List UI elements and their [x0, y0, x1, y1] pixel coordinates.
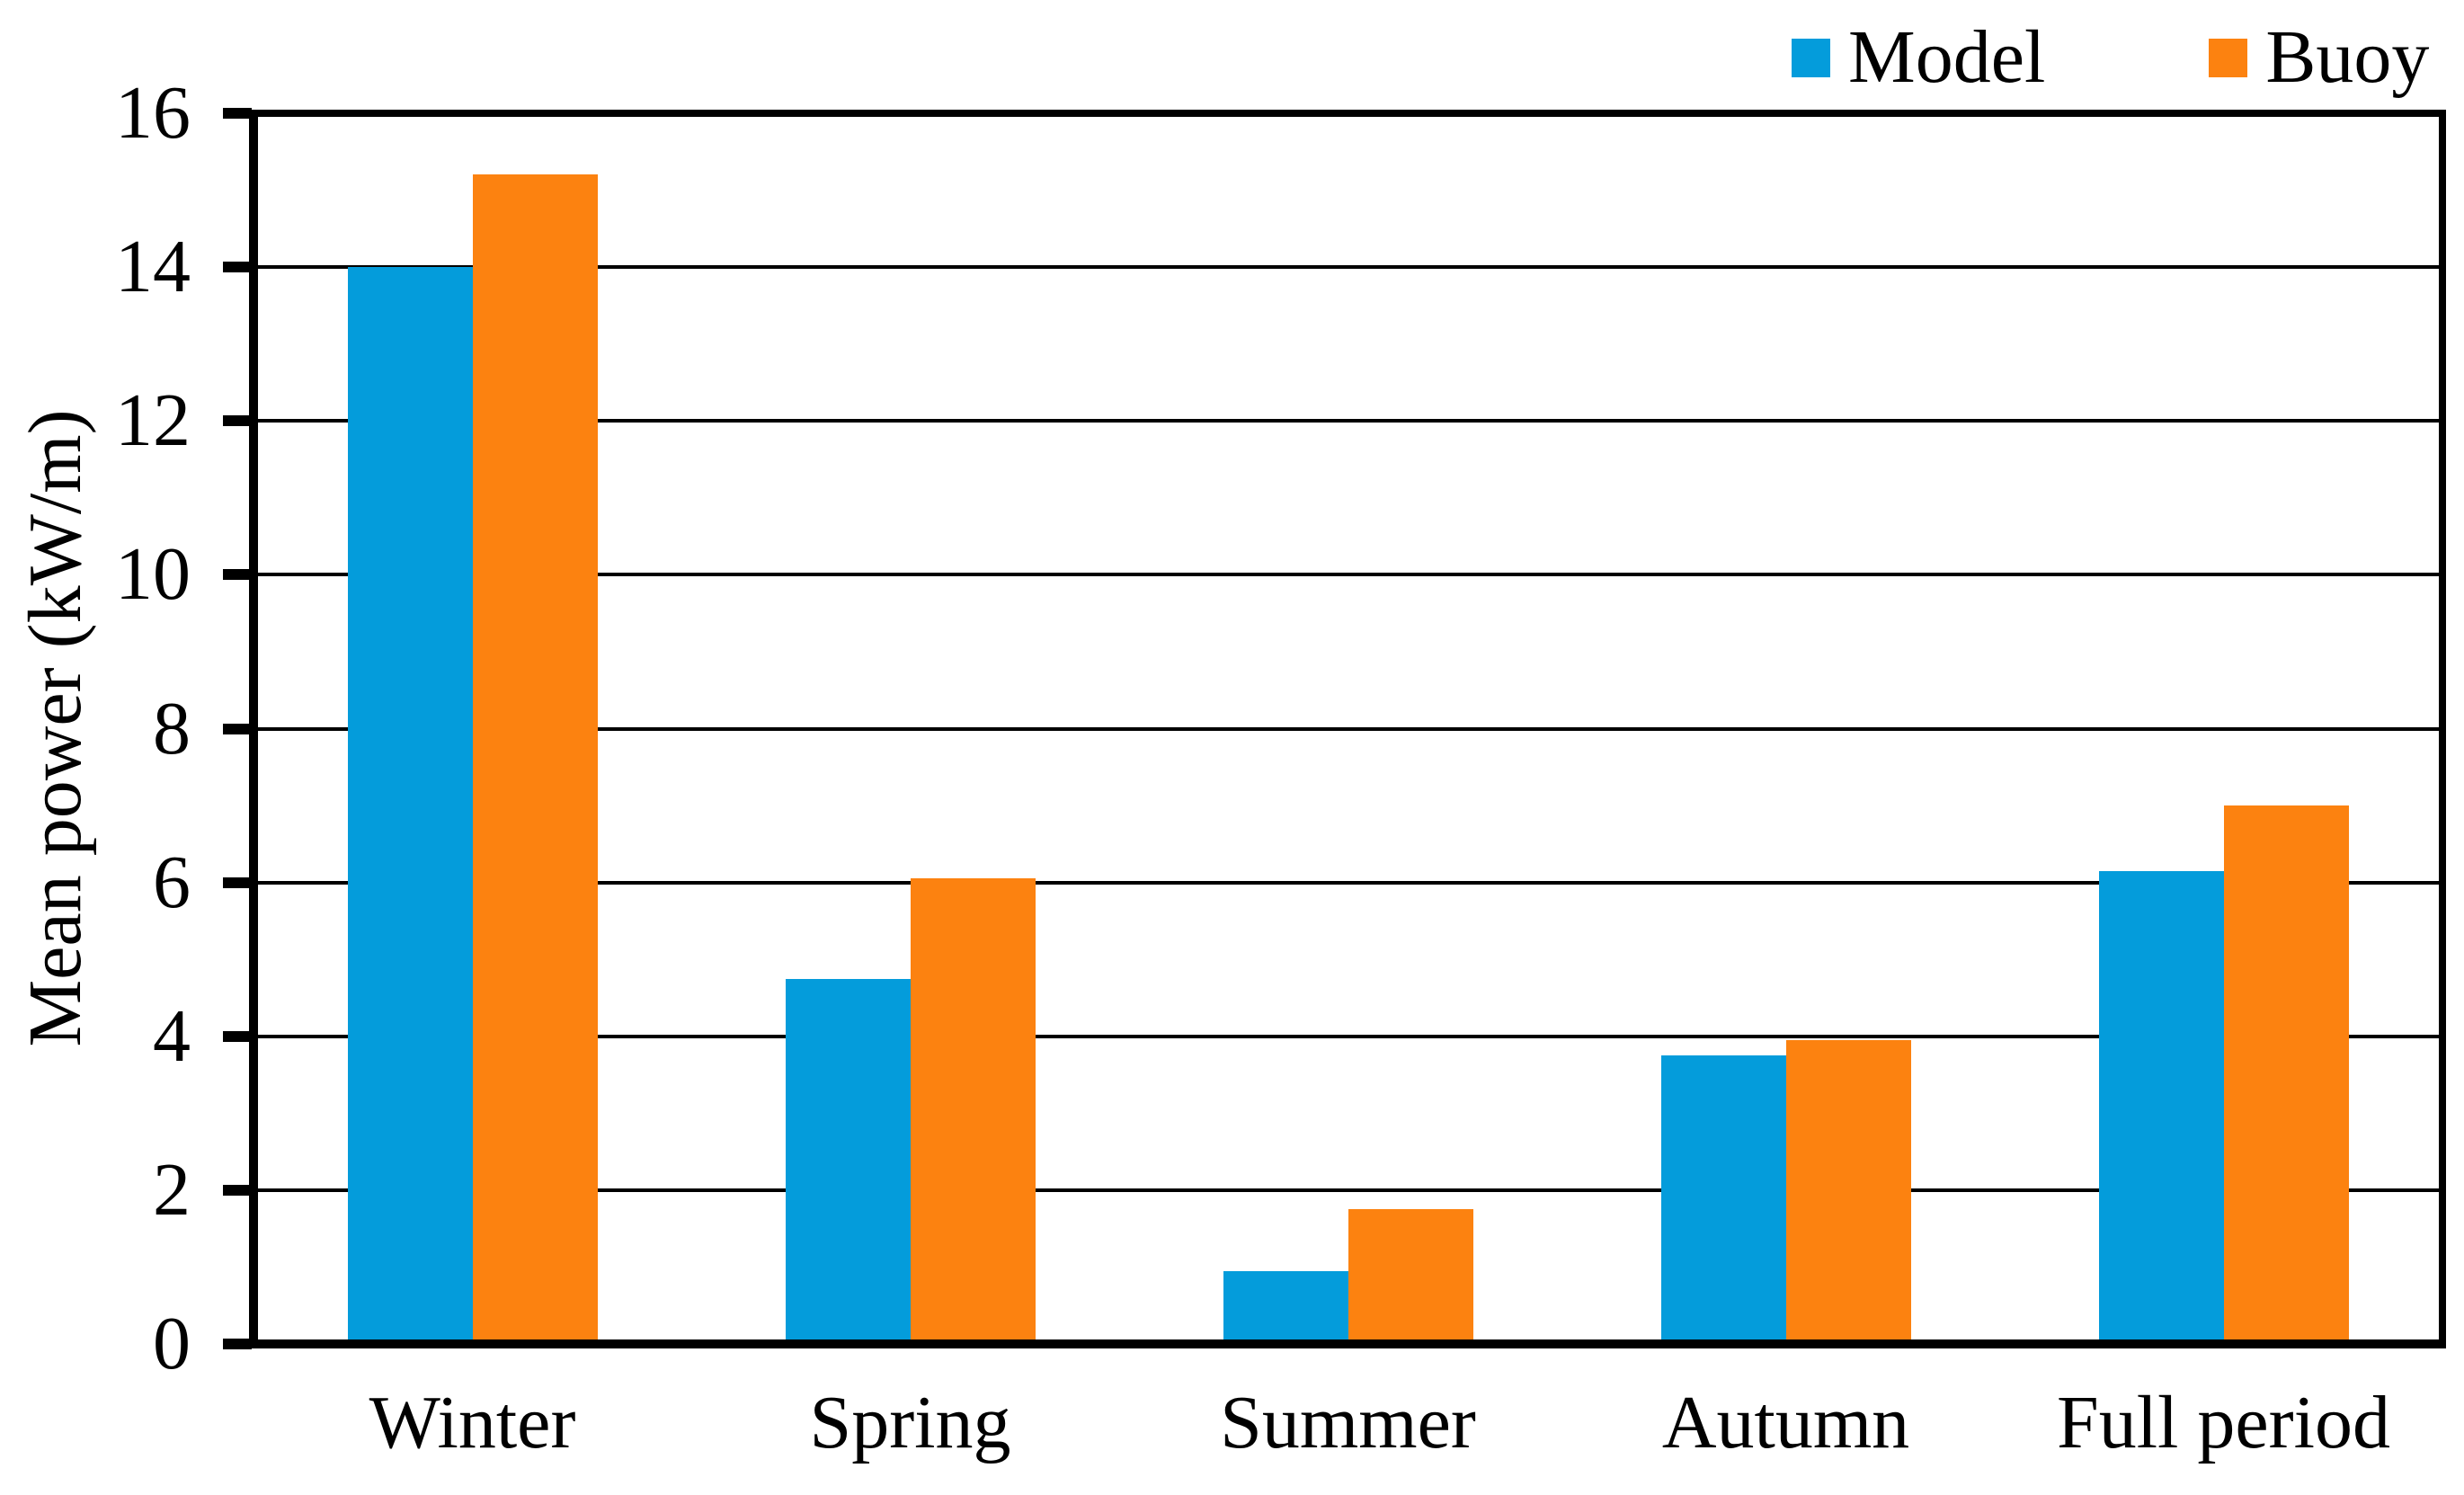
y-tick-label-8: 8: [153, 686, 191, 770]
y-axis-tick-12: [223, 415, 252, 427]
x-axis-category-labels: Winter Spring Summer Autumn Full period: [0, 1374, 2464, 1482]
bar-model-summer: [1223, 1270, 1348, 1339]
x-category-label-autumn: Autumn: [1661, 1381, 1910, 1464]
legend-item-model: Model: [1792, 16, 2045, 99]
x-category-label-summer: Summer: [1220, 1381, 1476, 1464]
gridline-y-8: [258, 726, 2439, 731]
bar-model-autumn: [1660, 1055, 1786, 1339]
y-axis-tick-6: [223, 877, 252, 888]
y-tick-label-16: 16: [115, 71, 191, 155]
legend-item-buoy: Buoy: [2209, 16, 2429, 99]
y-axis-tick-4: [223, 1030, 252, 1042]
y-tick-label-4: 4: [153, 993, 191, 1078]
bar-buoy-spring: [910, 878, 1036, 1339]
y-tick-label-10: 10: [115, 532, 191, 617]
x-category-label-full-period: Full period: [2057, 1381, 2390, 1464]
y-axis-tick-8: [223, 723, 252, 734]
y-axis-tick-10: [223, 569, 252, 581]
y-tick-label-6: 6: [153, 840, 191, 924]
gridline-y-2: [258, 1188, 2439, 1192]
bar-buoy-autumn: [1785, 1040, 1911, 1339]
y-tick-label-0: 0: [153, 1302, 191, 1385]
gridline-y-6: [258, 880, 2439, 885]
gridline-y-14: [258, 265, 2439, 270]
legend-label-model: Model: [1848, 15, 2046, 99]
y-axis-tick-16: [223, 108, 252, 119]
plot-area: [249, 110, 2446, 1348]
y-axis-tick-0: [223, 1339, 252, 1349]
bar-buoy-winter: [472, 174, 598, 1339]
legend-swatch-icon-buoy: [2209, 38, 2248, 77]
bar-model-full-period: [2098, 870, 2224, 1339]
bar-model-winter: [347, 267, 473, 1339]
legend: Model Buoy: [1792, 16, 2429, 99]
plot-inner: [258, 117, 2439, 1339]
x-category-label-winter: Winter: [369, 1381, 576, 1464]
y-tick-label-2: 2: [153, 1147, 191, 1232]
y-axis-tick-2: [223, 1184, 252, 1196]
bar-model-spring: [785, 978, 911, 1339]
bar-buoy-summer: [1348, 1209, 1473, 1339]
y-tick-label-12: 12: [115, 378, 191, 463]
legend-swatch-icon-model: [1792, 38, 1830, 77]
legend-label-buoy: Buoy: [2265, 15, 2430, 99]
y-tick-label-14: 14: [115, 225, 191, 309]
y-axis-tick-14: [223, 262, 252, 273]
x-category-label-spring: Spring: [809, 1381, 1011, 1464]
bar-buoy-full-period: [2223, 805, 2349, 1339]
gridline-y-4: [258, 1034, 2439, 1038]
gridline-y-10: [258, 573, 2439, 577]
gridline-y-12: [258, 419, 2439, 423]
